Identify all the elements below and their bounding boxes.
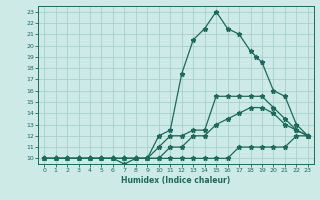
X-axis label: Humidex (Indice chaleur): Humidex (Indice chaleur) — [121, 176, 231, 185]
